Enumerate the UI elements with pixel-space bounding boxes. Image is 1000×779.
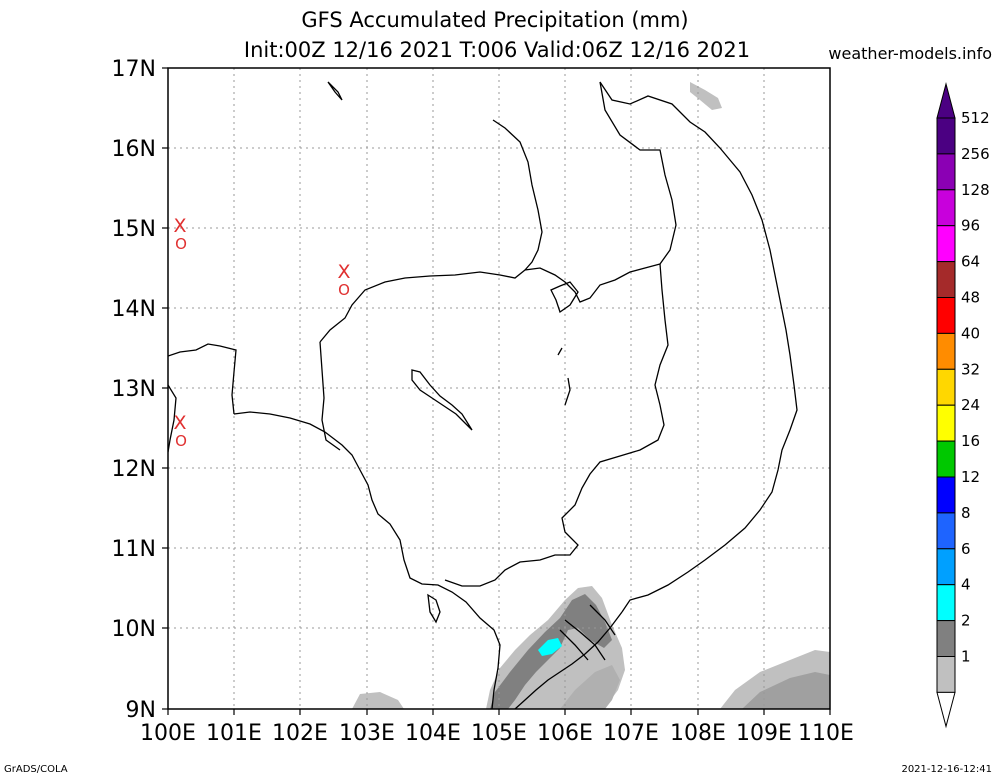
legend-label: 40 bbox=[961, 324, 980, 342]
site-label: weather-models.info bbox=[828, 44, 992, 63]
lon-label: 101E bbox=[206, 721, 262, 746]
legend-label: 48 bbox=[961, 289, 980, 307]
legend-label: 128 bbox=[961, 181, 990, 199]
precip-4mm-area bbox=[538, 638, 562, 656]
legend-label: 2 bbox=[961, 612, 971, 630]
lon-label: 109E bbox=[736, 721, 792, 746]
legend-label: 1 bbox=[961, 648, 971, 666]
border-myanmar-thailand bbox=[319, 341, 341, 451]
timestamp-label: 2021-12-16-12:41 bbox=[901, 764, 992, 775]
legend-arrow-bottom bbox=[936, 691, 956, 729]
legend-swatch bbox=[936, 620, 956, 657]
legend-label: 64 bbox=[961, 253, 980, 271]
legend-label: 256 bbox=[961, 145, 990, 163]
delta-channels bbox=[559, 604, 616, 661]
legend-label: 4 bbox=[961, 576, 971, 594]
lon-label: 103E bbox=[339, 721, 395, 746]
legend-label: 96 bbox=[961, 217, 980, 235]
marker-o: O bbox=[175, 432, 187, 450]
lat-labels: 17N 16N 15N 14N 13N 12N 11N 10N 9N bbox=[112, 57, 156, 723]
legend-swatch bbox=[936, 584, 956, 622]
legend-swatch bbox=[936, 368, 956, 406]
marker-x: X bbox=[173, 215, 186, 237]
legend-swatch bbox=[936, 225, 956, 263]
marker-x: X bbox=[173, 412, 186, 434]
border-thailand-cambodia bbox=[319, 263, 661, 343]
legend-swatch bbox=[936, 548, 956, 586]
island-north bbox=[327, 81, 343, 101]
legend-label: 8 bbox=[961, 504, 971, 522]
legend-swatch bbox=[936, 117, 956, 155]
border-laos-thailand bbox=[492, 119, 543, 271]
legend-label: 16 bbox=[961, 432, 980, 450]
precip-layer bbox=[352, 82, 830, 709]
mekong-river bbox=[557, 347, 571, 406]
lon-label: 102E bbox=[272, 721, 328, 746]
border-cambodia-vietnam bbox=[444, 263, 669, 587]
border-laos-vietnam bbox=[599, 81, 677, 265]
legend-swatch bbox=[936, 404, 956, 442]
coastline-gulf-west bbox=[168, 343, 237, 415]
lat-label: 9N bbox=[126, 698, 156, 723]
software-label: GrADS/COLA bbox=[4, 764, 68, 775]
lon-label: 106E bbox=[537, 721, 593, 746]
precip-1mm-area-south-coast bbox=[560, 665, 620, 709]
legend-swatch bbox=[936, 189, 956, 227]
legend-swatch bbox=[936, 332, 956, 370]
boundaries bbox=[168, 81, 798, 709]
station-markers: X O X O X O bbox=[173, 215, 350, 450]
tonle-sap-lake bbox=[411, 369, 473, 431]
coastline-gulf-east bbox=[233, 411, 501, 709]
lon-label: 107E bbox=[603, 721, 659, 746]
marker-o: O bbox=[338, 281, 350, 299]
coastline-east bbox=[599, 81, 798, 613]
legend-arrow-top bbox=[936, 82, 956, 119]
marker-o: O bbox=[175, 235, 187, 253]
map-subtitle: Init:00Z 12/16 2021 T:006 Valid:06Z 12/1… bbox=[243, 38, 751, 62]
lat-label: 11N bbox=[112, 537, 156, 562]
map-title: GFS Accumulated Precipitation (mm) bbox=[301, 8, 689, 32]
marker-x: X bbox=[337, 261, 350, 283]
lon-label: 100E bbox=[140, 721, 196, 746]
lat-label: 15N bbox=[112, 217, 156, 242]
legend-swatch bbox=[936, 261, 956, 299]
precip-1mm-area-gulf bbox=[352, 692, 404, 709]
legend-label: 512 bbox=[961, 109, 990, 127]
lon-labels: 100E 101E 102E 103E 104E 105E 106E 107E … bbox=[140, 721, 854, 746]
legend-swatch bbox=[936, 440, 956, 478]
coastline-delta bbox=[514, 611, 623, 709]
coastline-peninsula bbox=[168, 384, 177, 453]
lat-label: 12N bbox=[112, 457, 156, 482]
island-phu-quoc bbox=[427, 593, 441, 624]
legend-swatch bbox=[936, 476, 956, 514]
legend-label: 6 bbox=[961, 540, 971, 558]
lat-label: 13N bbox=[112, 377, 156, 402]
lon-label: 105E bbox=[471, 721, 527, 746]
gridlines bbox=[168, 68, 830, 709]
legend-swatch bbox=[936, 656, 956, 693]
lat-label: 17N bbox=[112, 57, 156, 82]
legend-swatch bbox=[936, 297, 956, 334]
legend-label: 12 bbox=[961, 468, 980, 486]
precip-1mm-area-north bbox=[690, 82, 722, 110]
legend-label: 24 bbox=[961, 396, 980, 414]
lat-label: 16N bbox=[112, 137, 156, 162]
tick-marks bbox=[162, 67, 831, 715]
legend-swatch bbox=[936, 512, 956, 550]
lake-north bbox=[550, 281, 579, 314]
lat-label: 10N bbox=[112, 617, 156, 642]
lon-label: 108E bbox=[670, 721, 726, 746]
legend-swatch bbox=[936, 153, 956, 191]
lon-label: 104E bbox=[405, 721, 461, 746]
legend-label: 32 bbox=[961, 360, 980, 378]
lat-label: 14N bbox=[112, 297, 156, 322]
lon-label: 110E bbox=[798, 721, 854, 746]
